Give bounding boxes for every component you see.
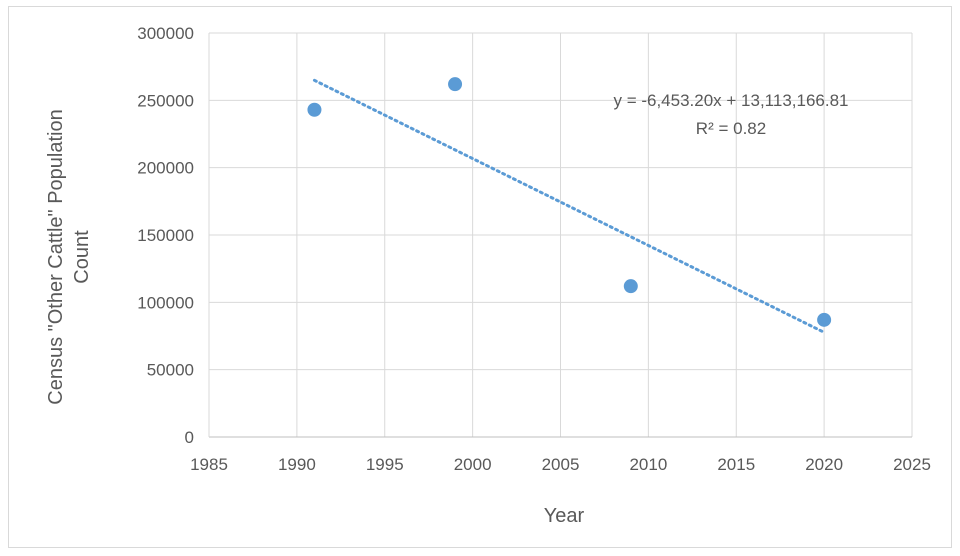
data-point (307, 102, 322, 117)
y-tick-label: 100000 (137, 293, 194, 312)
chart-frame: 0 50000 100000 150000 200000 250000 300000 1985… (8, 6, 952, 548)
y-axis-title-line-1: Census "Other Cattle" Population (45, 109, 67, 404)
x-tick-label: 2000 (454, 455, 492, 474)
y-tick-label: 200000 (137, 159, 194, 178)
scatter-chart: 0 50000 100000 150000 200000 250000 300000 1985… (45, 24, 931, 527)
trendline-r2: R² = 0.82 (696, 119, 766, 138)
x-tick-label: 2025 (893, 455, 931, 474)
x-tick-label: 1990 (278, 455, 316, 474)
x-tick-label: 2020 (805, 455, 843, 474)
data-point (817, 312, 832, 327)
y-tick-label: 50000 (147, 361, 194, 380)
x-tick-label: 2015 (717, 455, 755, 474)
y-tick-label: 150000 (137, 226, 194, 245)
trendline-layer (312, 78, 826, 334)
y-tick-label: 250000 (137, 91, 194, 110)
x-axis-title: Year (544, 505, 585, 527)
y-axis-title-line-2: Count (71, 230, 93, 284)
x-tick-label: 1995 (366, 455, 404, 474)
y-tick-label: 0 (185, 428, 194, 447)
tick-labels: 0 50000 100000 150000 200000 250000 300000 1985… (137, 24, 931, 474)
data-point (623, 279, 638, 294)
data-point (448, 77, 463, 92)
gridlines (209, 32, 913, 437)
trendline (312, 78, 826, 334)
data-points (307, 77, 832, 327)
x-tick-label: 2005 (542, 455, 580, 474)
trendline-equation: y = -6,453.20x + 13,113,166.81 (613, 91, 848, 110)
axes (208, 33, 912, 438)
y-tick-label: 300000 (137, 24, 194, 43)
x-tick-label: 2010 (629, 455, 667, 474)
x-tick-label: 1985 (190, 455, 228, 474)
